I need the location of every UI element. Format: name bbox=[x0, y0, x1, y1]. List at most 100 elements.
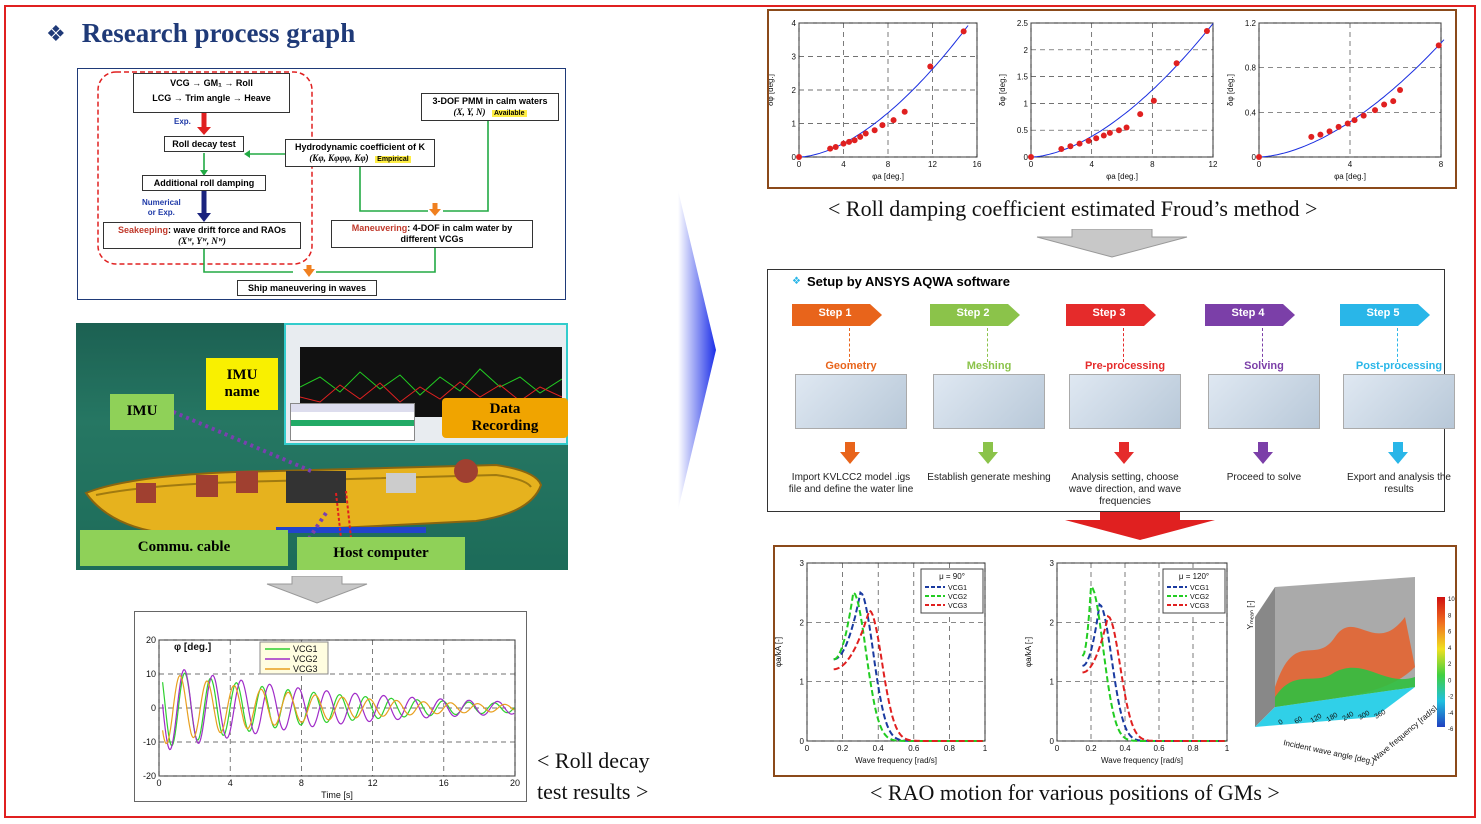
hydro-coefficient-box: Hydrodynamic coefficient of K (Kφ, Kφφφ,… bbox=[285, 139, 435, 167]
x-tick-label: 0.6 bbox=[908, 744, 920, 753]
slide-frame bbox=[4, 5, 1476, 818]
y-tick-label: 0 bbox=[1050, 737, 1055, 746]
aqwa-step-5: Step 5 Post-processing Export and analys… bbox=[1340, 304, 1458, 509]
chart-axes: 0 0.2 0.4 0.6 0.8 1 0 1 2 3 Wave frequency [rad/s]… bbox=[774, 559, 988, 765]
y-tick-label: 0 bbox=[151, 703, 156, 713]
step-arrow-shape bbox=[792, 304, 882, 326]
y-tick-label: 0 bbox=[1024, 153, 1029, 162]
step-arrow-shape bbox=[1205, 304, 1295, 326]
surface-low bbox=[1275, 667, 1415, 707]
data-point bbox=[851, 137, 858, 144]
data-point bbox=[1344, 120, 1351, 127]
x-tick-label: 0 bbox=[1029, 160, 1034, 169]
data-point bbox=[857, 133, 864, 140]
step-arrow-shape bbox=[1066, 304, 1156, 326]
y-tick-label: 0.4 bbox=[1245, 108, 1257, 117]
roll-decay-chart: 0 4 8 12 16 20 -20 -10 0 10 20 Time [s] φ [deg.] VCG1… bbox=[134, 611, 527, 802]
maneuvering-box: Maneuvering: 4-DOF in calm water by diff… bbox=[331, 220, 533, 248]
legend-title: μ = 120° bbox=[1179, 572, 1209, 581]
data-point bbox=[1372, 107, 1379, 114]
y-tick-label: 3 bbox=[792, 53, 797, 62]
experiment-photo: IMU name IMU Data Recording Commu. cable… bbox=[76, 323, 568, 570]
data-point bbox=[1381, 101, 1388, 108]
aqwa-step-3: Step 3 Pre-processing Analysis setting, … bbox=[1066, 304, 1184, 509]
rao-caption: < RAO motion for various positions of GM… bbox=[870, 780, 1280, 805]
legend-label: VCG2 bbox=[1190, 594, 1209, 601]
x-tick-label: 4 bbox=[228, 778, 233, 788]
x-tick-label: 240 bbox=[1342, 711, 1356, 723]
x-tick-label: 360 bbox=[1374, 709, 1388, 721]
data-point bbox=[1397, 87, 1404, 93]
imu-label: IMU bbox=[110, 394, 174, 430]
step-screenshot bbox=[1069, 374, 1181, 429]
pmm-box: 3-DOF PMM in calm waters (X, Y, N) Avail… bbox=[421, 93, 559, 121]
data-point bbox=[1326, 128, 1333, 135]
series-line-vcg2 bbox=[1081, 584, 1226, 742]
roll-decay-caption: < Roll decay test results > bbox=[537, 748, 650, 804]
colorbar-tick: -2 bbox=[1448, 695, 1454, 701]
step-description: Export and analysis the results bbox=[1347, 472, 1451, 495]
aqwa-step-1: Step 1 Geometry Import KVLCC2 model .igs… bbox=[789, 304, 913, 509]
step-screenshot bbox=[795, 374, 907, 429]
data-point bbox=[1085, 137, 1092, 144]
aqwa-step-2: Step 2 Meshing Establish generate meshin… bbox=[927, 304, 1051, 509]
pmm-text: 3-DOF PMM in calm waters bbox=[432, 96, 548, 106]
colorbar-tick: 10 bbox=[1448, 597, 1455, 603]
x-tick-label: 8 bbox=[1439, 160, 1444, 169]
step-description: Analysis setting, choose wave direction,… bbox=[1068, 472, 1182, 507]
step-description: Import KVLCC2 model .igs file and define… bbox=[788, 472, 914, 495]
y-tick-label: 2 bbox=[792, 86, 797, 95]
colorbar bbox=[1437, 597, 1445, 727]
recording-table bbox=[290, 403, 415, 441]
colorbar-tick: 8 bbox=[1448, 613, 1452, 619]
step-name: Pre-processing bbox=[1084, 360, 1166, 372]
y-tick-label: 1 bbox=[792, 120, 797, 129]
title-group: ❖ Research process graph bbox=[46, 18, 355, 49]
data-point bbox=[832, 143, 839, 150]
x-axis-label: Wave frequency [rad/s] bbox=[855, 756, 937, 765]
y-tick-label: 2 bbox=[800, 618, 805, 627]
data-point bbox=[1351, 117, 1358, 124]
colorbar-tick: 6 bbox=[1448, 630, 1452, 636]
colorbar-tick: 4 bbox=[1448, 646, 1452, 652]
step-number: Step 2 bbox=[956, 307, 990, 319]
y-axis-label: φa/kA [-] bbox=[775, 637, 783, 667]
additional-roll-damping-box: Additional roll damping bbox=[142, 175, 266, 191]
data-point bbox=[1093, 135, 1100, 142]
y-axis-label: φa/kA [-] bbox=[1024, 637, 1033, 667]
x-tick-label: 0 bbox=[156, 778, 161, 788]
step-arrow-shape bbox=[930, 304, 1020, 326]
x-tick-label: 180 bbox=[1326, 712, 1340, 724]
series-line-vcg3 bbox=[162, 675, 515, 745]
froude-charts-panel: 0 4 8 12 16 0 1 2 3 4 φa [deg.] δφ [deg.] 0 4 8 12 0 0.5 1… bbox=[766, 9, 1457, 189]
step-number: Step 3 bbox=[1092, 307, 1126, 319]
aqwa-step-4: Step 4 Solving Proceed to solve bbox=[1205, 304, 1323, 509]
x-tick-label: 16 bbox=[973, 160, 982, 169]
x-tick-label: 0.4 bbox=[873, 744, 885, 753]
data-point bbox=[871, 127, 878, 134]
data-point bbox=[1335, 123, 1342, 130]
step-down-arrow-icon bbox=[978, 442, 998, 464]
chart-axes: 0 4 8 12 16 20 -20 -10 0 10 20 Time [s] φ [deg.] VCG1… bbox=[143, 635, 520, 800]
colorbar-tick: -4 bbox=[1448, 711, 1454, 717]
step-description: Proceed to solve bbox=[1226, 472, 1302, 483]
x-tick-label: 4 bbox=[1089, 160, 1094, 169]
fit-curve bbox=[1030, 23, 1214, 158]
froude-caption: < Roll damping coefficient estimated Fro… bbox=[828, 196, 1318, 221]
y-tick-label: 1.5 bbox=[1017, 73, 1029, 82]
data-point bbox=[1123, 124, 1130, 131]
x-tick-label: 8 bbox=[1150, 160, 1155, 169]
x-axis-label: Wave frequency [rad/s] bbox=[1101, 756, 1183, 765]
x-tick-label: 4 bbox=[841, 160, 846, 169]
x-tick-label: 1 bbox=[983, 744, 988, 753]
down-arrow-icon bbox=[266, 576, 368, 604]
maneuvering-label: Maneuvering bbox=[351, 223, 408, 233]
aqwa-title: Setup by ANSYS AQWA software bbox=[806, 274, 1010, 289]
exp-label: Exp. bbox=[174, 117, 191, 126]
lcg-line: LCG → Trim angle → Heave bbox=[152, 93, 271, 104]
seakeeping-box: Seakeeping: wave drift force and RAOs (X… bbox=[103, 222, 301, 249]
y-axis-label: φ [deg.] bbox=[174, 642, 211, 653]
host-computer-label: Host computer bbox=[297, 537, 465, 570]
step-screenshot bbox=[1208, 374, 1320, 429]
